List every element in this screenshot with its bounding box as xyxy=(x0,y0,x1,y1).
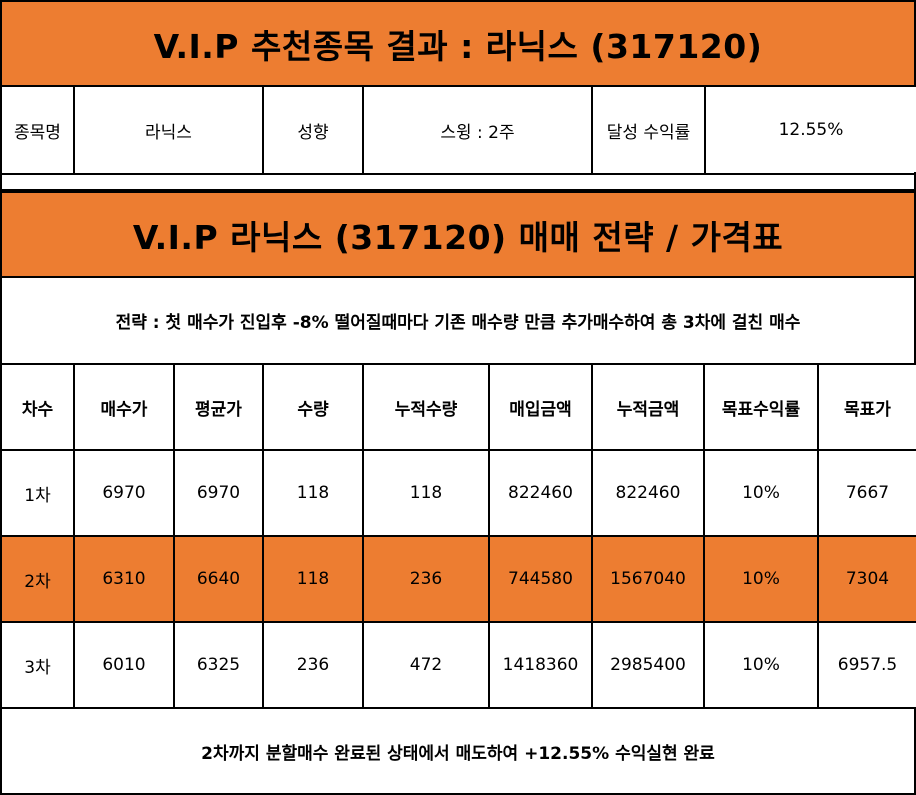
table-cell: 118 xyxy=(262,449,364,537)
table-cell: 6970 xyxy=(73,449,175,537)
table-cell: 6957.5 xyxy=(817,621,916,709)
return-value: 12.55% xyxy=(704,85,916,175)
table-cell: 6325 xyxy=(173,621,264,709)
table-cell: 6310 xyxy=(73,535,175,623)
header-cell: 누적금액 xyxy=(591,363,705,451)
table-cell: 1567040 xyxy=(591,535,705,623)
footer-note: 2차까지 분할매수 완료된 상태에서 매도하여 +12.55% 수익실현 완료 xyxy=(0,707,916,795)
table-header-row: 차수 매수가 평균가 수량 누적수량 매입금액 누적금액 목표수익률 목표가 xyxy=(0,363,916,451)
table-cell: 10% xyxy=(703,535,819,623)
return-label: 달성 수익률 xyxy=(591,85,706,175)
stock-name-value: 라닉스 xyxy=(73,85,264,175)
spacer-row xyxy=(0,172,916,191)
table-cell: 2차 xyxy=(0,535,75,623)
header-cell: 목표수익률 xyxy=(703,363,819,451)
strategy-title: V.I.P 라닉스 (317120) 매매 전략 / 가격표 xyxy=(0,191,916,278)
table-cell: 1차 xyxy=(0,449,75,537)
table-cell: 1418360 xyxy=(488,621,593,709)
table-cell: 7304 xyxy=(817,535,916,623)
info-table: 종목명 라닉스 성향 스윙 : 2주 달성 수익률 12.55% xyxy=(0,85,916,175)
table-row: 3차 6010 6325 236 472 1418360 2985400 10%… xyxy=(0,621,916,709)
table-row-highlighted: 2차 6310 6640 118 236 744580 1567040 10% … xyxy=(0,535,916,623)
price-table: 차수 매수가 평균가 수량 누적수량 매입금액 누적금액 목표수익률 목표가 1… xyxy=(0,363,916,709)
table-cell: 822460 xyxy=(488,449,593,537)
header-cell: 목표가 xyxy=(817,363,916,451)
table-cell: 6640 xyxy=(173,535,264,623)
table-cell: 6970 xyxy=(173,449,264,537)
table-cell: 3차 xyxy=(0,621,75,709)
table-cell: 118 xyxy=(362,449,490,537)
table-cell: 10% xyxy=(703,449,819,537)
table-cell: 472 xyxy=(362,621,490,709)
table-cell: 7667 xyxy=(817,449,916,537)
stock-name-label: 종목명 xyxy=(0,85,75,175)
header-cell: 평균가 xyxy=(173,363,264,451)
style-label: 성향 xyxy=(262,85,364,175)
strategy-text: 전략 : 첫 매수가 진입후 -8% 떨어질때마다 기존 매수량 만큼 추가매수… xyxy=(0,276,916,365)
header-cell: 매입금액 xyxy=(488,363,593,451)
header-cell: 차수 xyxy=(0,363,75,451)
main-title: V.I.P 추천종목 결과 : 라닉스 (317120) xyxy=(0,0,916,87)
table-cell: 10% xyxy=(703,621,819,709)
header-cell: 누적수량 xyxy=(362,363,490,451)
table-cell: 744580 xyxy=(488,535,593,623)
table-cell: 118 xyxy=(262,535,364,623)
table-cell: 236 xyxy=(262,621,364,709)
table-row: 1차 6970 6970 118 118 822460 822460 10% 7… xyxy=(0,449,916,537)
style-value: 스윙 : 2주 xyxy=(362,85,593,175)
table-cell: 2985400 xyxy=(591,621,705,709)
header-cell: 수량 xyxy=(262,363,364,451)
table-cell: 822460 xyxy=(591,449,705,537)
table-cell: 6010 xyxy=(73,621,175,709)
info-row: 종목명 라닉스 성향 스윙 : 2주 달성 수익률 12.55% xyxy=(0,85,916,175)
header-cell: 매수가 xyxy=(73,363,175,451)
table-cell: 236 xyxy=(362,535,490,623)
